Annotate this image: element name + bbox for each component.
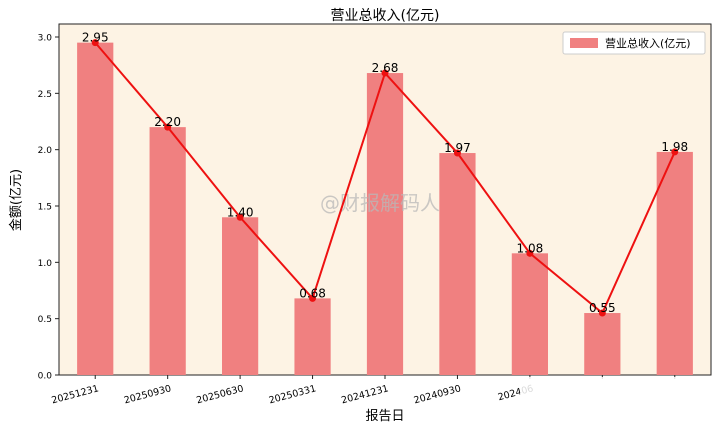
line-point [381,69,389,77]
y-tick-label: 0.0 [38,372,53,382]
y-tick-label: 0.5 [38,315,52,325]
bar [584,313,621,375]
y-axis: 0.0 0.5 1.0 1.5 2.0 2.5 3.0 [38,34,59,382]
y-tick-label: 2.5 [38,90,52,100]
y-tick-label: 1.0 [38,259,53,269]
legend: 营业总收入(亿元) [562,31,706,55]
line-point [309,294,317,302]
data-label: 1.08 [517,241,544,255]
data-label: 0.55 [589,301,616,315]
line-series [91,39,679,317]
line-point [526,249,534,257]
data-label: 1.97 [444,141,471,155]
bar [511,253,548,375]
bar-series [77,42,693,376]
line-point [164,123,172,131]
legend-box [562,31,706,55]
line-point [236,213,244,221]
y-tick-label: 3.0 [38,34,53,44]
x-axis-label: 报告日 [365,409,404,424]
bar [149,127,186,375]
bar [656,151,693,375]
y-axis-label: 金额(亿元) [8,169,24,231]
watermark: @财报解码人 [320,191,440,215]
bottom-right-fade [520,377,719,403]
data-label: 2.95 [82,31,109,45]
line-point [671,148,679,156]
line-point [598,309,606,317]
data-label: 1.40 [227,205,254,219]
y-tick-label: 2.0 [38,146,53,156]
bar [222,217,259,375]
bar [77,42,114,376]
legend-swatch [570,38,598,48]
line-point [453,149,461,157]
bar [439,153,476,375]
line-point [91,39,99,47]
data-label: 2.20 [154,115,181,129]
bar [294,298,331,375]
legend-label: 营业总收入(亿元) [605,36,691,50]
chart-title: 营业总收入(亿元) [331,8,440,24]
data-label: 0.68 [299,286,326,300]
data-labels: 2.95 2.20 1.40 0.68 2.68 1.97 1.08 0.55 1.98 [82,31,688,315]
y-tick-label: 1.5 [38,203,52,213]
data-label: 1.98 [661,140,688,154]
bar [366,73,404,375]
data-label: 2.68 [372,61,399,75]
